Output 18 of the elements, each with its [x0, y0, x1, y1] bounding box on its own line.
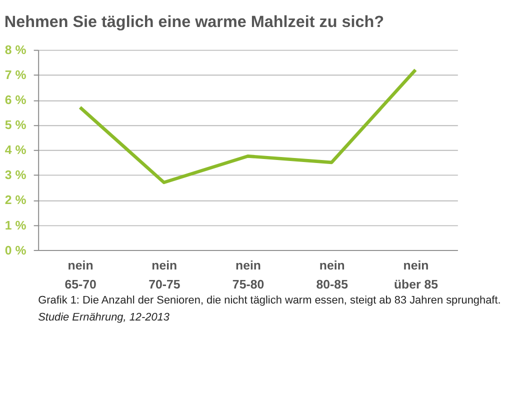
y-tick-label: 8 % [4, 43, 26, 58]
x-tick-label: nein 75-80 [232, 258, 264, 292]
y-tick-label: 6 % [4, 93, 26, 108]
y-tick-label: 2 % [4, 193, 26, 208]
line-series [78, 68, 418, 184]
x-tick-label: nein 65-70 [64, 258, 96, 292]
x-tick-label: nein 80-85 [316, 258, 348, 292]
x-tick-label: nein über 85 [394, 258, 438, 292]
y-tick-label: 1 % [4, 218, 26, 232]
y-tick-label: 3 % [4, 168, 26, 182]
y-tick-label: 7 % [4, 68, 26, 82]
y-tick-label: 5 % [4, 118, 26, 132]
text: Studie Ernährung, 12-2013 [38, 312, 170, 324]
chart-title: Nehmen Sie täglich eine warme Mahlzeit zu sich? [4, 12, 384, 31]
y-tick-label: 4 % [4, 143, 26, 158]
y-tick-label: 0 % [4, 243, 26, 258]
text: Grafik 1: Die Anzahl der Senioren, die nicht täglich warm essen, steigt ab 83 Jahren sprunghaft. [38, 294, 501, 306]
x-tick-label: nein 70-75 [148, 258, 180, 292]
